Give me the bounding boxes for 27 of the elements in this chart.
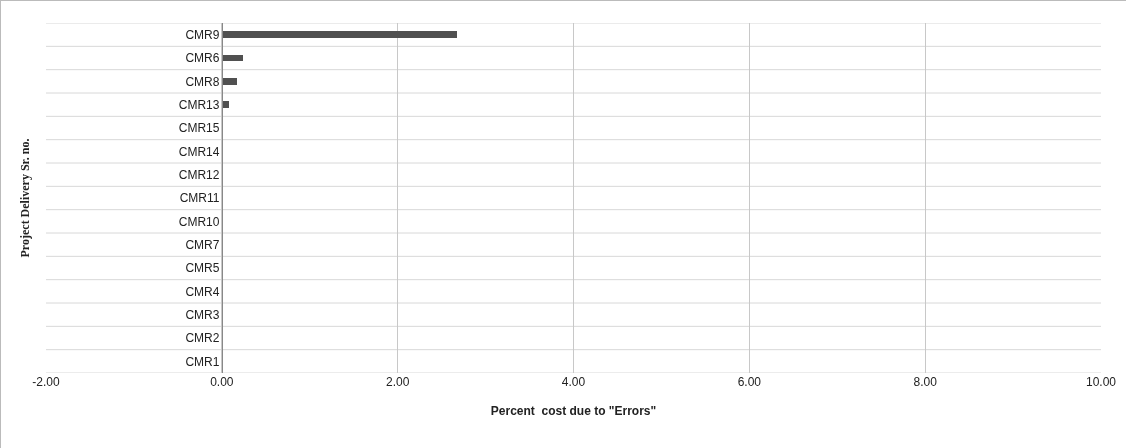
- bar: [221, 101, 229, 108]
- x-tick-label: 0.00: [210, 375, 234, 389]
- y-tick-label: CMR8: [185, 74, 220, 89]
- x-axis-title: Percent cost due to "Errors": [490, 403, 657, 418]
- y-tick-label: CMR7: [185, 237, 220, 252]
- bar: [221, 31, 457, 38]
- x-tick-label: 2.00: [385, 375, 410, 389]
- x-tick-label: 8.00: [913, 375, 938, 389]
- y-tick-label: CMR3: [185, 307, 220, 322]
- y-tick-label: CMR2: [185, 331, 220, 346]
- y-tick-label: CMR10: [178, 214, 220, 229]
- y-tick-label: CMR1: [185, 354, 220, 369]
- y-tick-label: CMR5: [185, 261, 220, 276]
- y-tick-label: CMR15: [178, 121, 220, 136]
- y-tick-label: CMR13: [178, 97, 220, 112]
- y-tick-label: CMR6: [185, 51, 220, 66]
- x-tick-label: 4.00: [561, 375, 586, 389]
- y-tick-label: CMR4: [185, 284, 220, 299]
- x-tick-label: 10.00: [1085, 375, 1117, 389]
- y-tick-label: CMR11: [179, 191, 220, 206]
- y-tick-label: CMR14: [178, 144, 220, 159]
- bar: [221, 78, 237, 85]
- y-axis-title: Project Delivery Sr. no.: [18, 138, 33, 258]
- y-tick-label: CMR12: [178, 167, 220, 182]
- x-tick-label: -2.00: [32, 375, 60, 389]
- y-tick-label: CMR9: [185, 27, 220, 42]
- x-tick-label: 6.00: [737, 375, 762, 389]
